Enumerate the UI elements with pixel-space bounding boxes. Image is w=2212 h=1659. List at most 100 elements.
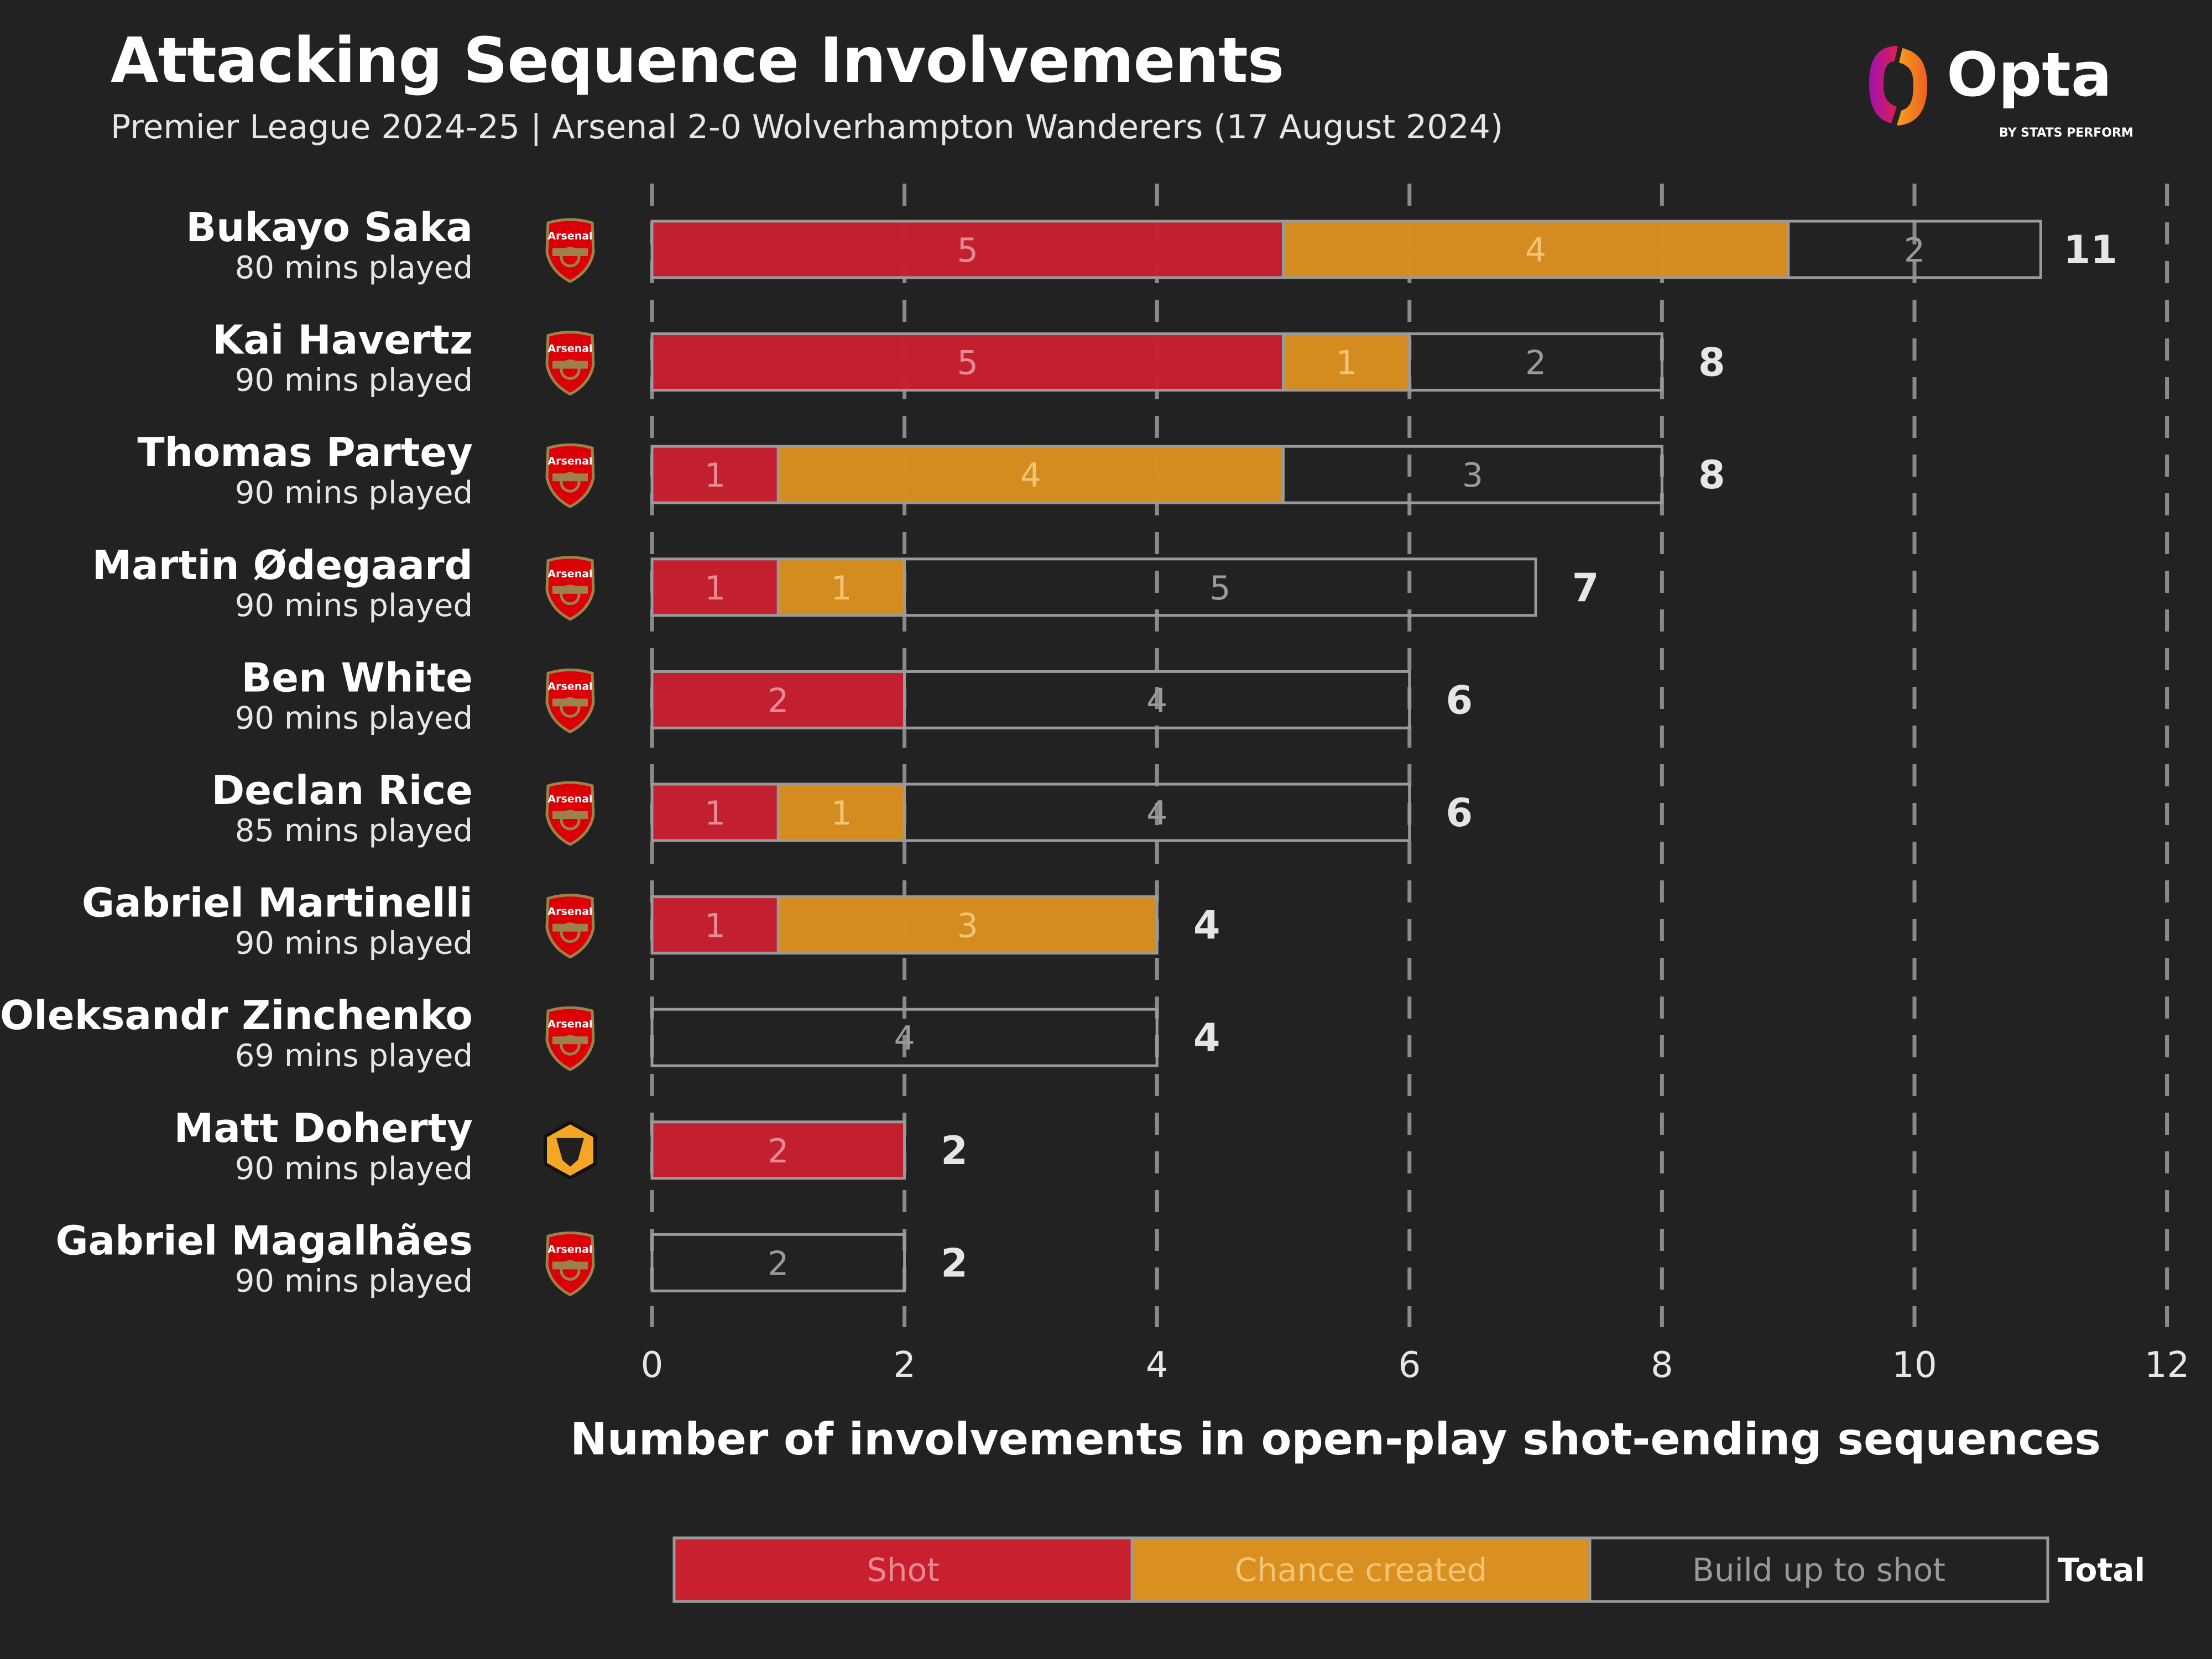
bar-segment-build <box>1787 220 2042 279</box>
player-name: Kai Havertz <box>212 317 473 363</box>
bar-value-build: 5 <box>1209 569 1230 608</box>
x-tick-label: 8 <box>1651 1345 1673 1386</box>
player-minutes: 90 mins played <box>235 700 473 736</box>
wolf-head-icon <box>556 1138 584 1167</box>
bar-segment-shot <box>650 782 780 842</box>
bar-segment-build <box>1408 332 1663 392</box>
legend-swatch-build <box>1588 1536 2049 1603</box>
cannon-wheel-icon <box>560 472 581 493</box>
bar-value-shot: 5 <box>957 231 978 270</box>
bar-value-shot: 1 <box>705 794 726 833</box>
x-tick-label: 10 <box>1892 1345 1937 1386</box>
player-name: Matt Doherty <box>174 1105 473 1151</box>
bar-value-chance: 1 <box>831 794 852 833</box>
bar-value-build: 3 <box>1462 456 1483 495</box>
bar-value-chance: 3 <box>957 907 978 946</box>
bar-segment-shot <box>650 670 906 729</box>
cannon-wheel-icon <box>560 1260 581 1281</box>
player-name: Martin Ødegaard <box>92 542 473 588</box>
player-minutes: 90 mins played <box>235 363 473 399</box>
bar-value-shot: 2 <box>768 1132 789 1171</box>
bar-value-build: 2 <box>768 1244 789 1283</box>
cannon-wheel-icon <box>560 810 581 831</box>
x-tick-label: 2 <box>893 1345 916 1386</box>
player-minutes: 69 mins played <box>235 1038 473 1074</box>
x-tick-label: 4 <box>1146 1345 1168 1386</box>
player-name: Thomas Partey <box>138 429 473 476</box>
bar-total: 2 <box>941 1240 968 1286</box>
opta-logo-text: Opta <box>1947 41 2112 110</box>
bar-value-build: 2 <box>1525 344 1546 383</box>
x-tick-label: 0 <box>641 1345 664 1386</box>
bar-value-chance: 4 <box>1525 231 1546 270</box>
bar-segment-build <box>903 557 1537 617</box>
crest-text: Arsenal <box>547 793 592 805</box>
player-minutes: 90 mins played <box>235 1263 473 1299</box>
cannon-wheel-icon <box>560 922 581 943</box>
bar-total: 7 <box>1572 565 1599 611</box>
bar-value-build: 2 <box>1904 231 1925 270</box>
player-minutes: 90 mins played <box>235 926 473 962</box>
player-minutes: 90 mins played <box>235 475 473 511</box>
bar-value-chance: 1 <box>831 569 852 608</box>
crest-text: Arsenal <box>547 343 592 355</box>
bar-total: 4 <box>1193 1015 1220 1061</box>
bar-segment-chance <box>776 782 906 842</box>
bar-value-chance: 4 <box>1020 456 1041 495</box>
bar-segment-shot <box>650 895 780 955</box>
legend-swatch-shot <box>672 1536 1134 1603</box>
legend-label: Build up to shot <box>1692 1551 1945 1589</box>
cannon-wheel-icon <box>560 247 581 268</box>
chart-title: Attacking Sequence Involvements <box>111 25 1284 97</box>
cannon-wheel-icon <box>560 697 581 718</box>
opta-logo: Opta BY STATS PERFORM <box>1864 39 2140 149</box>
bar-value-build: 4 <box>1146 681 1167 720</box>
bar-segment-build <box>1282 445 1663 504</box>
crest-text: Arsenal <box>547 455 592 467</box>
bar-segment-build <box>903 670 1411 729</box>
bar-total: 8 <box>1698 452 1725 498</box>
bar-total: 4 <box>1193 903 1220 948</box>
bar-segment-shot <box>650 1120 906 1180</box>
crest-text: Arsenal <box>547 1243 592 1255</box>
bar-segment-build <box>650 1008 1159 1067</box>
bar-value-shot: 1 <box>705 907 726 946</box>
player-name: Bukayo Saka <box>186 204 473 251</box>
bar-value-shot: 2 <box>768 681 789 720</box>
player-minutes: 90 mins played <box>235 1151 473 1187</box>
crest-text: Arsenal <box>547 568 592 580</box>
bar-segment-build <box>650 1233 906 1292</box>
opta-logo-subtext: BY STATS PERFORM <box>1999 126 2133 140</box>
bar-total: 2 <box>941 1128 968 1173</box>
player-name: Gabriel Martinelli <box>82 880 473 926</box>
player-name: Declan Rice <box>212 767 473 813</box>
cannon-wheel-icon <box>560 359 581 380</box>
crest-text: Arsenal <box>547 1018 592 1030</box>
bar-value-shot: 5 <box>957 344 978 383</box>
chart-subtitle: Premier League 2024-25 | Arsenal 2-0 Wol… <box>111 108 1504 147</box>
legend-total-label: Total <box>2058 1551 2145 1589</box>
player-name: Oleksandr Zinchenko <box>0 992 473 1039</box>
bar-segment-chance <box>1282 220 1790 279</box>
player-name: Ben White <box>241 654 473 701</box>
bar-segment-chance <box>776 895 1159 955</box>
crest-text: Arsenal <box>547 906 592 918</box>
bar-total: 8 <box>1698 340 1725 385</box>
bar-segment-chance <box>1282 332 1411 392</box>
cannon-wheel-icon <box>560 1035 581 1056</box>
x-tick-label: 6 <box>1398 1345 1421 1386</box>
player-name: Gabriel Magalhães <box>55 1217 473 1264</box>
bar-value-chance: 1 <box>1336 344 1357 383</box>
x-tick-label: 12 <box>2145 1345 2189 1386</box>
bar-segment-build <box>903 782 1411 842</box>
legend-label: Shot <box>867 1551 940 1589</box>
bar-value-build: 4 <box>894 1019 915 1058</box>
bar-segment-shot <box>650 445 780 504</box>
bar-total: 11 <box>2064 227 2117 273</box>
bar-total: 6 <box>1446 790 1473 836</box>
crest-text: Arsenal <box>547 680 592 692</box>
bar-value-shot: 1 <box>705 569 726 608</box>
bar-segment-chance <box>776 445 1285 504</box>
player-minutes: 80 mins played <box>235 250 473 286</box>
